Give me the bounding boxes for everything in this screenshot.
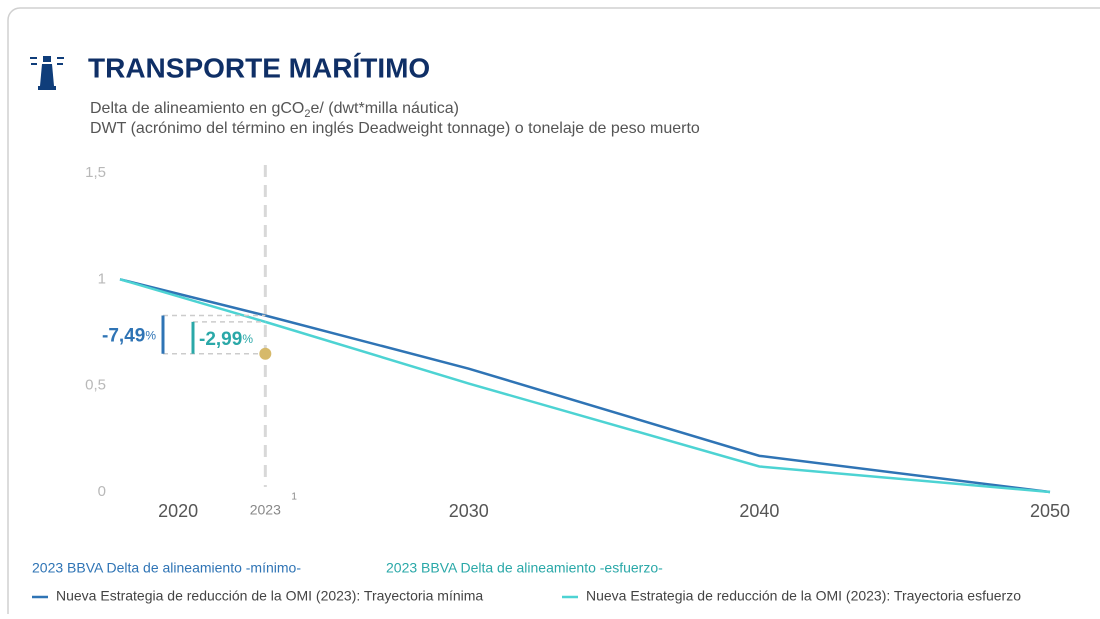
- y-tick-label: 1,5: [85, 164, 106, 181]
- annotation-value: -2,99: [199, 329, 242, 350]
- legend-label: Nueva Estrategia de reducción de la OMI …: [586, 588, 1021, 604]
- subtitle-part: e/ (dwt*milla náutica): [310, 100, 459, 117]
- annotation-legend: 2023 BBVA Delta de alineamiento -esfuerz…: [386, 560, 663, 576]
- annotation-unit: %: [145, 329, 156, 343]
- annotation-unit: %: [242, 332, 253, 346]
- series-line: [119, 278, 1051, 494]
- chart-title: TRANSPORTE MARÍTIMO: [88, 52, 430, 83]
- subtitle: DWT (acrónimo del término en inglés Dead…: [90, 120, 700, 137]
- y-tick-label: 0,5: [85, 377, 106, 394]
- x-tick-label: 2020: [158, 501, 198, 521]
- subtitle-sub: 2: [304, 108, 310, 120]
- subtitle: Delta de alineamiento en gCO2e/ (dwt*mil…: [90, 100, 459, 120]
- series-line: [119, 278, 1051, 494]
- marker-dot: [259, 347, 272, 360]
- card: [7, 7, 1100, 619]
- annotation-legend: 2023 BBVA Delta de alineamiento -mínimo-: [32, 560, 301, 576]
- subtitle-part: Delta de alineamiento en gCO: [90, 100, 304, 117]
- y-tick-label: 1: [98, 270, 106, 287]
- legend-label: Nueva Estrategia de reducción de la OMI …: [56, 588, 483, 604]
- marker-footnote: 1: [291, 492, 297, 503]
- x-tick-label: 2040: [739, 501, 779, 521]
- x-tick-label: 2030: [449, 501, 489, 521]
- x-tick-label: 2050: [1030, 501, 1070, 521]
- annotation-label: -7,49%: [102, 326, 156, 347]
- marker-label: 2023: [250, 502, 281, 518]
- annotation-value: -7,49: [102, 326, 145, 347]
- lighthouse-icon: [30, 56, 64, 90]
- y-tick-label: 0: [98, 483, 106, 500]
- annotation-label: -2,99%: [199, 329, 253, 350]
